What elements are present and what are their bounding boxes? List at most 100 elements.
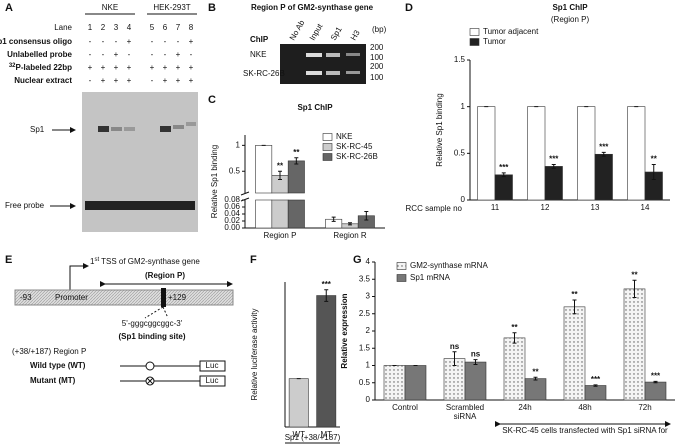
sign: + [150, 63, 155, 72]
sign: + [189, 63, 194, 72]
panel-title: Region P of GM2-synthase gene [251, 3, 374, 12]
row-label: NKE [250, 50, 266, 59]
tss-arrow [69, 263, 89, 290]
panel-letter: B [208, 2, 216, 14]
x-tick-label: 12 [540, 203, 550, 212]
x-tick-label-box: 12 [540, 203, 550, 212]
band [111, 127, 122, 131]
x-tick-label-box: 72h [638, 403, 651, 412]
lane-title: Lane [54, 23, 72, 32]
bar [464, 361, 487, 401]
error-bar [324, 289, 329, 302]
annotation: *** [651, 371, 661, 380]
sign: + [127, 37, 132, 46]
panel-letter: G [353, 254, 362, 266]
error-bar [501, 172, 506, 178]
y-tick-label: 1 [461, 102, 466, 111]
x-tick-label-box: WT [292, 430, 305, 439]
legend-swatch [469, 38, 480, 46]
size-label: 200 [370, 62, 384, 71]
sign: + [163, 76, 168, 85]
sign: - [151, 37, 154, 46]
y-tick-label: 1 [366, 361, 371, 370]
y-tick-label: 0.02 [224, 216, 240, 225]
size-label: 100 [370, 73, 384, 82]
x-tick-label: Scrambled siRNA [445, 403, 485, 421]
x-tick-label: WT [292, 430, 305, 439]
legend-label: SK-RC-45 [336, 142, 373, 151]
x-tick-label-box: 48h [578, 403, 592, 412]
error-bar [294, 157, 299, 165]
bar [584, 385, 607, 401]
bar [287, 160, 305, 194]
legend-swatch [469, 28, 480, 36]
y-axis-label: Relative expression [340, 293, 349, 368]
x-tick-label: MT [320, 430, 333, 439]
error-bar [348, 222, 352, 226]
sign: - [89, 50, 92, 59]
y-tick-label: 0.5 [454, 148, 466, 157]
lane-number: 8 [189, 23, 194, 32]
sign: - [115, 37, 118, 46]
error-bar [364, 211, 369, 221]
annotation: ** [571, 290, 578, 299]
sign: + [189, 76, 194, 85]
band [85, 201, 195, 210]
band [160, 126, 171, 132]
end-label: +129 [168, 293, 187, 302]
y-tick-label: 1.5 [454, 55, 466, 64]
x-axis-label: Sp1 (+38/+187) [285, 433, 341, 442]
annotation: *** [549, 155, 559, 164]
sign: + [163, 63, 168, 72]
y-tick-label: 4 [366, 257, 371, 266]
bar [494, 174, 513, 201]
column-label: H3 [349, 28, 362, 42]
bar [503, 337, 526, 401]
error-bar [593, 384, 598, 387]
sign: - [89, 37, 92, 46]
column-label: Input [308, 21, 325, 42]
y-axis-label: Relative Sp1 binding [210, 145, 219, 218]
sign: + [114, 76, 119, 85]
lane-number: 2 [101, 23, 106, 32]
annotation: ns [471, 350, 481, 359]
sign: + [176, 63, 181, 72]
panel-letter: A [5, 2, 13, 14]
bar [623, 288, 646, 401]
x-tick-label: Region P [263, 231, 297, 240]
error-bar [601, 151, 606, 157]
annotation: ns [450, 342, 460, 351]
lane-number: 3 [114, 23, 119, 32]
legend-swatch [396, 262, 407, 270]
sign: - [128, 50, 131, 59]
y-tick-label: 0.5 [229, 166, 241, 175]
x-note: SK-RC-45 cells transfected with Sp1 siRN… [502, 426, 668, 435]
y-tick-label: 1.5 [359, 343, 371, 352]
x-tick-label-box: 24h [518, 403, 531, 412]
y-tick-label: 3 [366, 292, 371, 301]
bar [477, 106, 496, 201]
bar [644, 381, 667, 401]
error-bar [512, 332, 517, 344]
promoter-box [14, 289, 234, 306]
legend-label: SK-RC-26B [336, 152, 378, 161]
sign: - [190, 50, 193, 59]
sign: - [177, 37, 180, 46]
error-bar [632, 279, 637, 299]
lane-number: 1 [88, 23, 93, 32]
sign: - [89, 76, 92, 85]
legend-label: Tumor [483, 37, 506, 46]
band [173, 125, 184, 129]
annotation: *** [599, 143, 609, 152]
sign: - [151, 76, 154, 85]
x-tick-label: 48h [578, 403, 592, 412]
size-label: 200 [370, 43, 384, 52]
legend-swatch [322, 143, 333, 151]
bar [316, 295, 337, 428]
construct-label: (+38/+187) Region P [12, 347, 86, 356]
chart-subtitle: (Region P) [551, 15, 590, 24]
bar [627, 106, 646, 201]
legend-swatch [322, 133, 333, 141]
error-bar [653, 380, 658, 384]
